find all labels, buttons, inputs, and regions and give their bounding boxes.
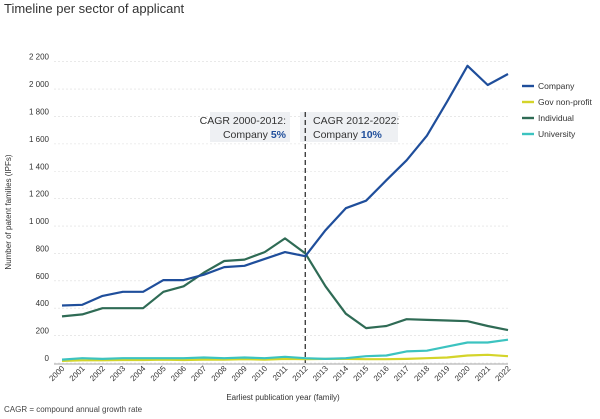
x-tick-label: 2010 xyxy=(250,364,269,383)
y-tick-label: 400 xyxy=(36,299,50,308)
y-tick-label: 0 xyxy=(45,354,50,363)
x-tick-label: 2022 xyxy=(493,364,512,383)
x-tick-label: 2020 xyxy=(453,364,472,383)
y-tick-label: 200 xyxy=(36,327,50,336)
series-line-company xyxy=(61,64,509,307)
annotation-box-left xyxy=(210,112,290,142)
y-tick-label: 1 600 xyxy=(29,135,50,144)
y-tick-label: 1 200 xyxy=(29,190,50,199)
y-axis-ticks: 0 200 400 600 800 1 000 1 200 1 400 1 600 1 800 2 … xyxy=(29,53,50,363)
annotation-box-right xyxy=(300,112,398,142)
x-tick-label: 2006 xyxy=(169,364,188,383)
x-tick-label: 2015 xyxy=(352,364,371,383)
x-tick-label: 2004 xyxy=(129,364,148,383)
x-tick-label: 2016 xyxy=(372,364,391,383)
x-tick-label: 2021 xyxy=(473,364,492,383)
x-tick-label: 2014 xyxy=(331,364,350,383)
series-line-gov-non-profit xyxy=(61,353,509,362)
y-tick-label: 1 000 xyxy=(29,217,50,226)
annotation-right-value: 10% xyxy=(361,129,383,141)
legend-label-gov-non-profit: Gov non-profit xyxy=(538,97,592,107)
x-tick-label: 2019 xyxy=(433,364,452,383)
y-tick-label: 800 xyxy=(36,244,50,253)
y-tick-label: 1 800 xyxy=(29,107,50,116)
y-tick-label: 1 400 xyxy=(29,162,50,171)
legend-label-company: Company xyxy=(538,81,575,91)
page-title: Timeline per sector of applicant xyxy=(4,1,185,16)
y-tick-label: 600 xyxy=(36,272,50,281)
x-tick-label: 2002 xyxy=(88,364,107,383)
x-tick-label: 2013 xyxy=(311,364,330,383)
series-lines xyxy=(61,64,509,362)
x-tick-label: 2003 xyxy=(108,364,127,383)
x-tick-label: 2012 xyxy=(291,364,310,383)
x-tick-label: 2008 xyxy=(210,364,229,383)
x-tick-label: 2018 xyxy=(412,364,431,383)
gridlines xyxy=(54,61,508,364)
legend-label-individual: Individual xyxy=(538,113,574,123)
x-tick-label: 2000 xyxy=(47,364,66,383)
annotation-left-value: 5% xyxy=(271,129,287,141)
x-tick-label: 2011 xyxy=(271,364,290,383)
annotation-left-line2: Company 5% xyxy=(223,129,287,141)
series-line-individual xyxy=(61,237,509,332)
y-axis-label: Number of patent families (IPFs) xyxy=(4,154,13,269)
x-axis-ticks: 2000 2001 2002 2003 2004 2005 2006 2007 2008 2009… xyxy=(47,364,512,383)
footnote: CAGR = compound annual growth rate xyxy=(4,405,143,414)
legend: Company Gov non-profit Individual Universit… xyxy=(522,81,592,139)
annotation-left-line1: CAGR 2000-2012: xyxy=(200,115,286,127)
x-tick-label: 2005 xyxy=(149,364,168,383)
y-tick-label: 2 000 xyxy=(29,80,50,89)
x-axis-label: Earliest publication year (family) xyxy=(226,393,340,402)
x-tick-label: 2007 xyxy=(189,364,208,383)
annotation-right-line2: Company 10% xyxy=(313,129,383,141)
y-tick-label: 2 200 xyxy=(29,53,50,62)
series-line-university xyxy=(61,338,509,361)
annotation-right-line1: CAGR 2012-2022: xyxy=(313,115,399,127)
x-tick-label: 2017 xyxy=(392,364,411,383)
legend-label-university: University xyxy=(538,129,576,139)
x-tick-label: 2009 xyxy=(230,364,249,383)
x-tick-label: 2001 xyxy=(68,364,87,383)
